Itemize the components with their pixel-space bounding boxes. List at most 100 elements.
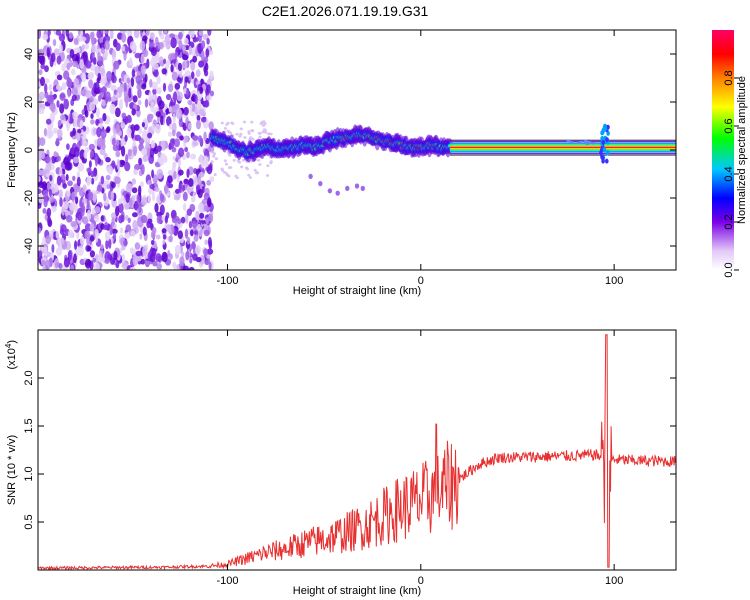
noise-blob [125, 96, 129, 108]
snr-ylabel: SNR (10 * v/v) [6, 435, 18, 505]
noise-blob [53, 48, 60, 56]
noise-blob [84, 259, 92, 269]
noise-blob [71, 191, 76, 203]
noise-blob [174, 82, 181, 90]
weak-trace-point [345, 185, 350, 191]
disturbance-blob [605, 137, 609, 143]
noise-blob [178, 40, 183, 50]
noise-blob [132, 212, 138, 218]
noise-blob [199, 212, 205, 219]
noise-blob [121, 145, 126, 157]
noise-blob [85, 90, 92, 99]
noise-blob [79, 58, 84, 70]
noise-blob [117, 198, 122, 205]
noise-blob [161, 228, 167, 234]
noise-blob [192, 253, 198, 261]
noise-blob [134, 169, 138, 176]
noise-blob [55, 231, 60, 239]
noise-blob [106, 126, 111, 133]
snr-xlabel: Height of straight line (km) [293, 585, 421, 597]
noise-blob [54, 182, 59, 193]
noise-blob [94, 206, 101, 214]
x-tick-label: 100 [605, 275, 623, 287]
y-tick-label: 1.0 [23, 466, 35, 481]
noise-blob [61, 63, 66, 72]
noise-blob [263, 128, 267, 132]
noise-blob [51, 244, 55, 253]
noise-blob [261, 130, 265, 134]
noise-blob [45, 118, 52, 125]
noise-blob [74, 146, 80, 158]
noise-blob [164, 215, 168, 224]
noise-blob [162, 239, 166, 245]
noise-blob [160, 140, 167, 151]
noise-blob [176, 91, 183, 102]
noise-blob [156, 75, 161, 85]
colorbar-ticks: 0.0 0.2 0.4 0.6 0.8 [723, 70, 739, 278]
noise-blob [101, 86, 107, 94]
noise-blob [55, 137, 59, 147]
noise-blob [70, 264, 75, 270]
noise-blob [80, 88, 87, 97]
noise-blob [58, 44, 63, 54]
noise-blob [114, 176, 121, 184]
noise-blob [88, 160, 92, 169]
noise-blob [59, 166, 63, 176]
noise-blob [63, 257, 70, 268]
noise-blob [66, 62, 71, 71]
noise-blob [192, 55, 198, 63]
noise-blob [72, 156, 79, 164]
noise-blob [197, 223, 202, 232]
faint-blob [591, 142, 596, 145]
noise-blob [95, 232, 99, 243]
disturbance-blob [602, 147, 607, 153]
noise-blob [155, 111, 161, 118]
noise-blob [209, 70, 214, 80]
noise-blob [103, 49, 109, 58]
noise-blob [82, 184, 87, 193]
noise-blob [158, 30, 162, 36]
noise-blob [113, 89, 117, 96]
noise-blob [160, 115, 164, 126]
noise-blob [81, 198, 89, 204]
noise-blob [129, 41, 137, 51]
noise-blob [262, 124, 266, 127]
noise-blob [150, 47, 157, 57]
noise-blob [104, 40, 110, 51]
noise-blob [60, 114, 66, 121]
noise-blob [188, 266, 195, 270]
noise-blob [38, 69, 43, 75]
noise-blob [81, 109, 86, 115]
noise-blob [250, 120, 254, 124]
noise-blob [132, 219, 138, 231]
noise-blob [89, 150, 95, 158]
noise-blob [111, 212, 117, 220]
noise-blob [111, 85, 116, 92]
weak-trace-point [335, 190, 340, 196]
noise-blob [119, 30, 127, 34]
noise-blob [182, 45, 187, 52]
noise-blob [69, 113, 73, 125]
noise-blob [179, 256, 185, 267]
noise-blob [69, 202, 75, 211]
x-tick-label: -100 [216, 275, 238, 287]
noise-blob [178, 169, 184, 176]
noise-blob [167, 131, 172, 137]
noise-blob [200, 50, 205, 61]
noise-blob [171, 71, 178, 81]
noise-blob [263, 130, 268, 134]
y-tick-label: 0 [23, 147, 35, 153]
noise-blob [196, 119, 201, 130]
noise-blob [160, 153, 167, 161]
noise-blob [53, 151, 58, 158]
noise-blob [63, 98, 69, 110]
noise-blob [92, 193, 97, 203]
noise-blob [45, 163, 51, 173]
noise-blob [156, 168, 164, 180]
noise-blob [134, 242, 141, 250]
noise-blob [96, 30, 102, 39]
noise-blob [173, 228, 178, 237]
noise-blob [91, 207, 95, 216]
snr-x-ticks: -100 0 100 [216, 330, 623, 587]
